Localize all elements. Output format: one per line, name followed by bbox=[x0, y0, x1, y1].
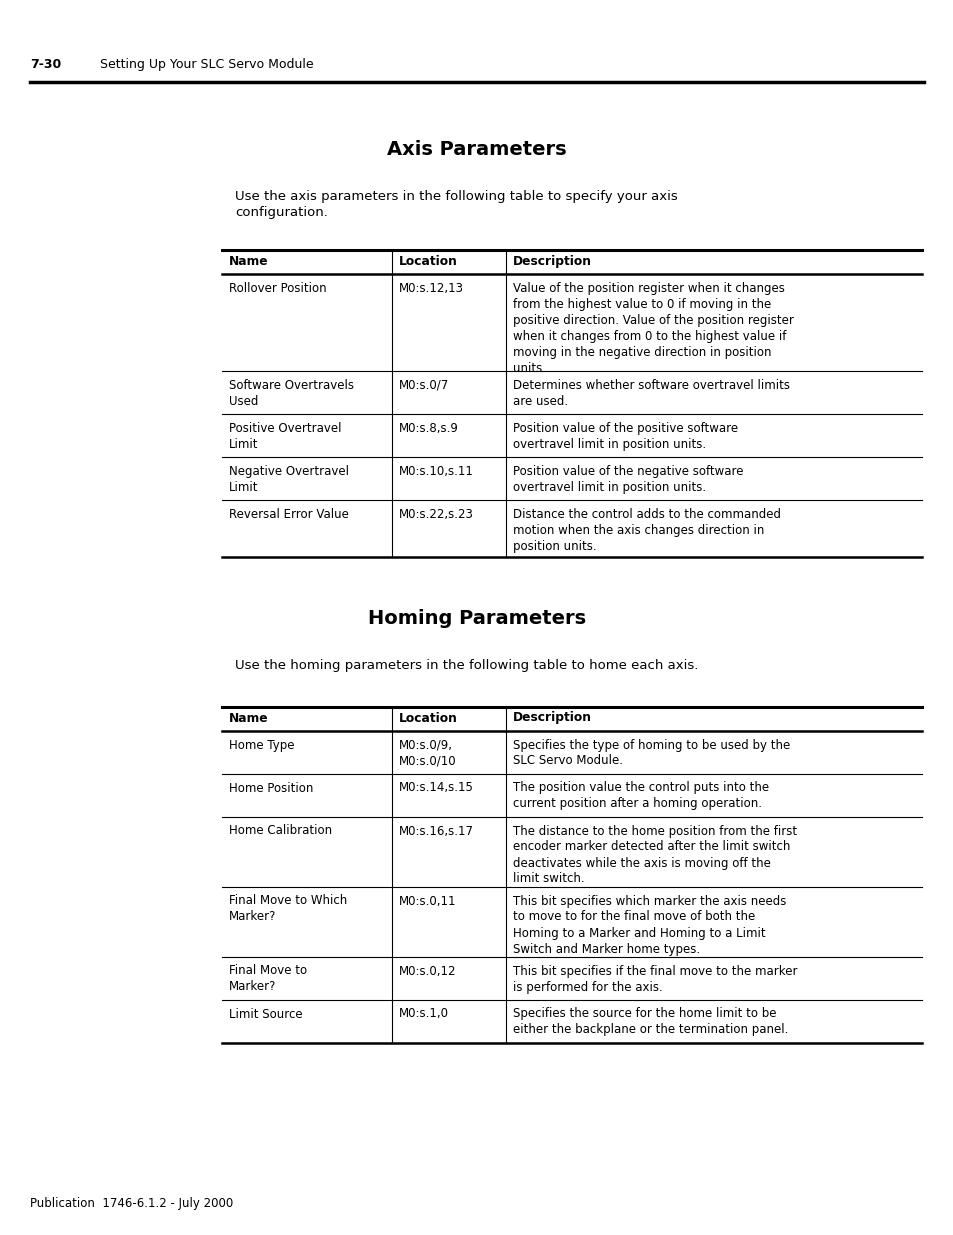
Text: M0:s.8,s.9: M0:s.8,s.9 bbox=[398, 422, 458, 435]
Text: Description: Description bbox=[513, 711, 592, 725]
Text: This bit specifies if the final move to the marker
is performed for the axis.: This bit specifies if the final move to … bbox=[513, 965, 797, 993]
Text: Publication  1746-6.1.2 - July 2000: Publication 1746-6.1.2 - July 2000 bbox=[30, 1197, 233, 1210]
Text: Final Move to Which
Marker?: Final Move to Which Marker? bbox=[229, 894, 347, 924]
Text: M0:s.22,s.23: M0:s.22,s.23 bbox=[398, 508, 474, 521]
Text: Position value of the positive software
overtravel limit in position units.: Position value of the positive software … bbox=[513, 422, 738, 451]
Text: The distance to the home position from the first
encoder marker detected after t: The distance to the home position from t… bbox=[513, 825, 797, 885]
Text: M0:s.0,11: M0:s.0,11 bbox=[398, 894, 456, 908]
Text: Description: Description bbox=[513, 254, 592, 268]
Text: This bit specifies which marker the axis needs
to move to for the final move of : This bit specifies which marker the axis… bbox=[513, 894, 785, 956]
Text: M0:s.0/7: M0:s.0/7 bbox=[398, 379, 449, 391]
Text: Software Overtravels
Used: Software Overtravels Used bbox=[229, 379, 354, 408]
Text: Axis Parameters: Axis Parameters bbox=[387, 140, 566, 159]
Text: Home Position: Home Position bbox=[229, 782, 313, 794]
Text: M0:s.0,12: M0:s.0,12 bbox=[398, 965, 456, 977]
Text: Determines whether software overtravel limits
are used.: Determines whether software overtravel l… bbox=[513, 379, 789, 408]
Text: Specifies the type of homing to be used by the
SLC Servo Module.: Specifies the type of homing to be used … bbox=[513, 739, 789, 767]
Text: Home Calibration: Home Calibration bbox=[229, 825, 332, 837]
Text: Specifies the source for the home limit to be
either the backplane or the termin: Specifies the source for the home limit … bbox=[513, 1008, 787, 1036]
Text: Name: Name bbox=[229, 254, 269, 268]
Text: Location: Location bbox=[398, 711, 457, 725]
Text: Position value of the negative software
overtravel limit in position units.: Position value of the negative software … bbox=[513, 466, 742, 494]
Text: Location: Location bbox=[398, 254, 457, 268]
Text: Limit Source: Limit Source bbox=[229, 1008, 302, 1020]
Text: Final Move to
Marker?: Final Move to Marker? bbox=[229, 965, 307, 993]
Text: Name: Name bbox=[229, 711, 269, 725]
Text: M0:s.14,s.15: M0:s.14,s.15 bbox=[398, 782, 474, 794]
Text: The position value the control puts into the
current position after a homing ope: The position value the control puts into… bbox=[513, 782, 768, 810]
Text: Reversal Error Value: Reversal Error Value bbox=[229, 508, 349, 521]
Text: M0:s.16,s.17: M0:s.16,s.17 bbox=[398, 825, 474, 837]
Text: Use the homing parameters in the following table to home each axis.: Use the homing parameters in the followi… bbox=[234, 658, 698, 672]
Text: 7-30: 7-30 bbox=[30, 58, 61, 70]
Text: Use the axis parameters in the following table to specify your axis
configuratio: Use the axis parameters in the following… bbox=[234, 190, 677, 219]
Text: Homing Parameters: Homing Parameters bbox=[368, 609, 585, 627]
Text: Distance the control adds to the commanded
motion when the axis changes directio: Distance the control adds to the command… bbox=[513, 508, 781, 553]
Text: M0:s.1,0: M0:s.1,0 bbox=[398, 1008, 449, 1020]
Text: Positive Overtravel
Limit: Positive Overtravel Limit bbox=[229, 422, 341, 451]
Text: Value of the position register when it changes
from the highest value to 0 if mo: Value of the position register when it c… bbox=[513, 282, 793, 375]
Text: Home Type: Home Type bbox=[229, 739, 294, 752]
Text: Negative Overtravel
Limit: Negative Overtravel Limit bbox=[229, 466, 349, 494]
Text: M0:s.0/9,
M0:s.0/10: M0:s.0/9, M0:s.0/10 bbox=[398, 739, 456, 767]
Text: Setting Up Your SLC Servo Module: Setting Up Your SLC Servo Module bbox=[100, 58, 314, 70]
Text: Rollover Position: Rollover Position bbox=[229, 282, 326, 295]
Text: M0:s.12,13: M0:s.12,13 bbox=[398, 282, 463, 295]
Text: M0:s.10,s.11: M0:s.10,s.11 bbox=[398, 466, 474, 478]
